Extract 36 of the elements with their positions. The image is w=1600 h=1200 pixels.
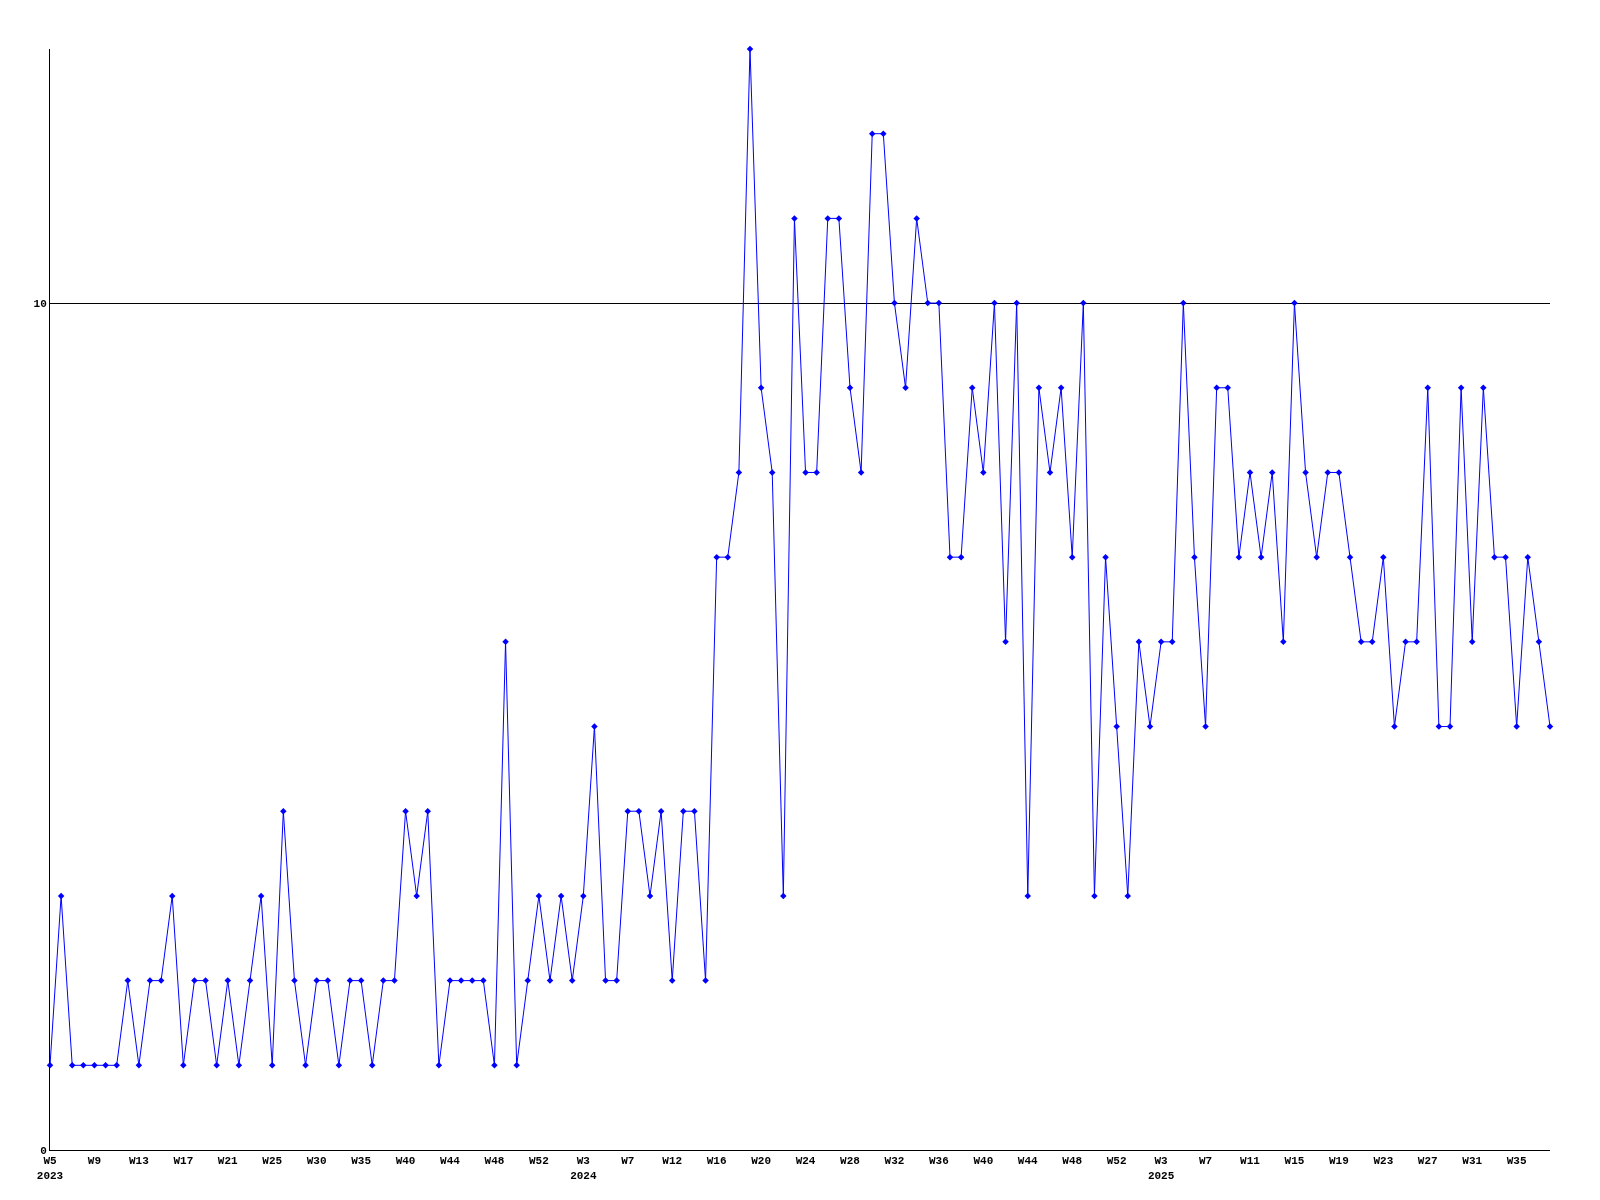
x-tick-label: W40 <box>973 1155 994 1168</box>
x-tick-label: W36 <box>928 1155 949 1168</box>
x-tick-label: W52 <box>528 1155 549 1168</box>
x-tick-label: W52 <box>1106 1155 1127 1168</box>
x-tick-label: W48 <box>1062 1155 1083 1168</box>
x-tick-label: W15 <box>1284 1155 1305 1168</box>
x-tick-label: W12 <box>662 1155 683 1168</box>
x-tick-label: W7 <box>1198 1155 1213 1168</box>
x-tick-label: W35 <box>1506 1155 1527 1168</box>
x-tick-label: W9 <box>87 1155 102 1168</box>
y-tick-label: 10 <box>33 297 47 310</box>
x-tick-label: W32 <box>884 1155 905 1168</box>
x-tick-label: W44 <box>440 1155 461 1168</box>
x-tick-label: W27 <box>1417 1155 1438 1168</box>
x-tick-label: W3 2025 <box>1147 1155 1175 1182</box>
x-tick-label: W3 2024 <box>570 1155 597 1182</box>
x-tick-label: W19 <box>1328 1155 1349 1168</box>
x-tick-label: W23 <box>1373 1155 1394 1168</box>
x-tick-label: W11 <box>1240 1155 1261 1168</box>
x-tick-label: W13 <box>128 1155 150 1168</box>
x-tick-label: W21 <box>217 1155 239 1168</box>
x-tick-label: W35 <box>351 1155 372 1168</box>
x-tick-label: W7 <box>621 1155 635 1168</box>
x-tick-label: W40 <box>395 1155 416 1168</box>
x-tick-label: W17 <box>173 1155 194 1168</box>
x-tick-label: W28 <box>840 1155 861 1168</box>
x-tick-label: W25 <box>262 1155 283 1168</box>
x-tick-label: W20 <box>751 1155 772 1168</box>
x-tick-label: W48 <box>484 1155 505 1168</box>
x-tick-label: W44 <box>1017 1155 1039 1168</box>
x-tick-label: W30 <box>306 1155 327 1168</box>
x-tick-label: W24 <box>795 1155 816 1168</box>
x-tick-label: W5 2023 <box>36 1155 64 1182</box>
y-tick-label: 0 <box>40 1144 47 1157</box>
x-tick-label: W31 <box>1462 1155 1483 1168</box>
x-tick-label: W16 <box>706 1155 727 1168</box>
